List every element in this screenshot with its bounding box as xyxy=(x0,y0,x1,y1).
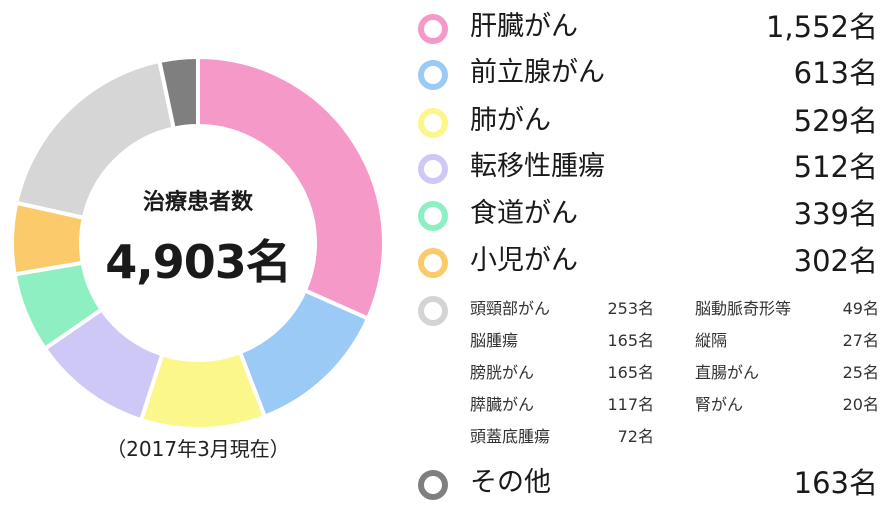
legend-small-item: 膀胱がん 165名 xyxy=(470,363,654,382)
legend-marker-icon xyxy=(418,248,448,278)
legend-small-item: 膵臓がん 117名 xyxy=(470,395,654,414)
legend-small-item: 腎がん 20名 xyxy=(695,395,879,414)
legend-item: 食道がん 339名 xyxy=(418,197,878,237)
legend-count: 302名 xyxy=(793,244,878,278)
legend-label: 食道がん xyxy=(470,198,578,229)
legend-marker-icon xyxy=(418,14,448,44)
legend-count: 339名 xyxy=(793,197,878,231)
donut-slice-7 xyxy=(157,54,200,131)
legend-label: 肝臓がん xyxy=(470,11,578,42)
legend-small-item: 直腸がん 25名 xyxy=(695,363,879,382)
legend-label: 肺がん xyxy=(470,105,551,136)
legend-item: 前立腺がん 613名 xyxy=(418,56,878,96)
legend-small-item: 縦隔 27名 xyxy=(695,331,879,350)
center-total: 4,903名 xyxy=(105,235,292,289)
legend-count: 1,552名 xyxy=(765,10,878,44)
legend-count: 512名 xyxy=(793,150,878,184)
legend-label: 前立腺がん xyxy=(470,57,605,88)
legend-small-item: 脳腫瘍 165名 xyxy=(470,331,654,350)
donut-chart xyxy=(10,54,386,431)
donut-slice-0 xyxy=(196,54,386,322)
legend-small-item: 頭蓋底腫瘍 72名 xyxy=(470,427,654,446)
legend-item: 肝臓がん 1,552名 xyxy=(418,10,878,50)
legend-label: 小児がん xyxy=(470,245,578,276)
legend-item: 転移性腫瘍 512名 xyxy=(418,150,878,190)
legend-item-other: その他 163名 xyxy=(418,466,878,506)
legend-small-item: 頭頸部がん 253名 xyxy=(470,299,654,318)
legend-marker-icon xyxy=(418,154,448,184)
date-note: （2017年3月現在） xyxy=(106,437,290,461)
legend-item: 肺がん 529名 xyxy=(418,104,878,144)
legend-small-item: 脳動脈奇形等 49名 xyxy=(695,299,879,318)
legend-other-marker-icon xyxy=(418,470,448,500)
legend-marker-icon xyxy=(418,201,448,231)
center-title: 治療患者数 xyxy=(142,190,253,215)
legend-item: 小児がん 302名 xyxy=(418,244,878,284)
legend-count: 613名 xyxy=(793,56,878,90)
legend-label: 転移性腫瘍 xyxy=(470,151,605,182)
small-group-marker-icon xyxy=(418,296,448,326)
legend-marker-icon xyxy=(418,60,448,90)
legend-marker-icon xyxy=(418,108,448,138)
legend-count: 529名 xyxy=(793,104,878,138)
